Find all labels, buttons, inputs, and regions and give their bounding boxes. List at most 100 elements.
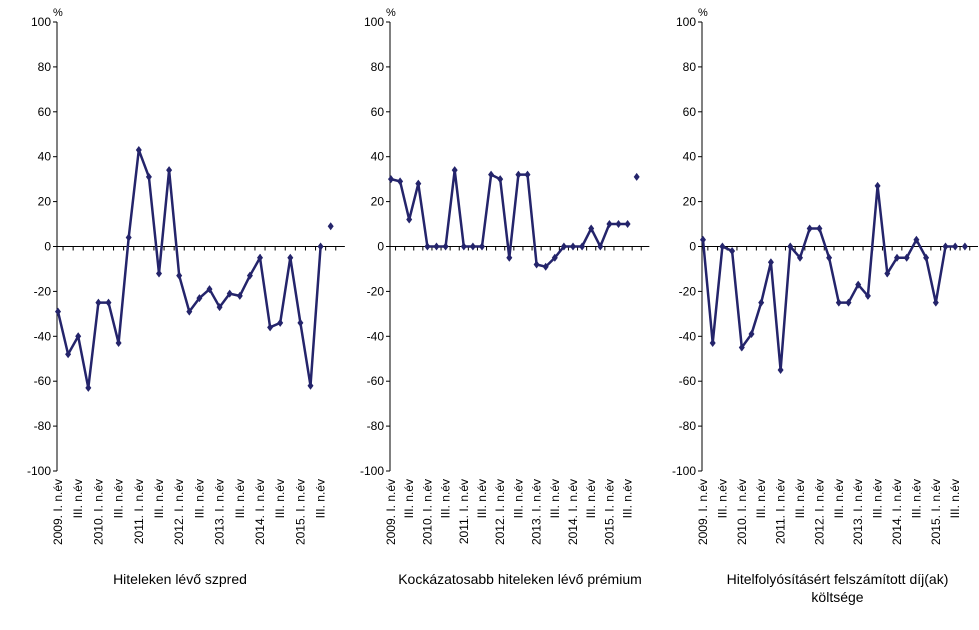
marker	[166, 166, 173, 175]
x-tick-label: 2010. I. n.év	[735, 479, 749, 545]
y-tick-label: 80	[683, 60, 697, 74]
marker	[105, 298, 112, 307]
x-tick-label: 2011. I. n.év	[774, 479, 788, 544]
marker	[176, 271, 183, 280]
x-tick-label: 2013. I. n.év	[851, 479, 865, 545]
marker	[826, 253, 833, 262]
x-tick-label: III. n.év	[112, 479, 126, 518]
marker	[246, 271, 253, 280]
y-tick-label: 0	[377, 240, 384, 254]
y-tick-label: 20	[38, 195, 52, 209]
y-axis-unit: %	[698, 7, 708, 19]
marker	[95, 298, 102, 307]
marker	[729, 246, 736, 255]
y-tick-label: 40	[371, 150, 385, 164]
y-tick-label: 40	[38, 150, 52, 164]
marker	[125, 233, 132, 242]
marker	[497, 175, 504, 184]
y-tick-label: -40	[34, 329, 52, 343]
y-tick-label: -100	[27, 464, 51, 478]
series-line	[701, 185, 956, 371]
y-tick-label: 100	[31, 15, 51, 29]
marker	[588, 224, 595, 233]
x-tick-label: III. n.év	[192, 479, 206, 518]
y-tick-label: 80	[371, 60, 385, 74]
marker	[579, 242, 586, 251]
marker	[451, 166, 458, 175]
marker	[75, 332, 82, 341]
marker	[479, 242, 485, 251]
x-tick-label: 2010. I. n.év	[91, 479, 105, 545]
x-tick-label: III. n.év	[832, 479, 846, 518]
y-axis-unit: %	[53, 7, 63, 19]
y-tick-label: -100	[672, 464, 696, 478]
marker	[952, 242, 959, 251]
marker	[267, 323, 274, 332]
y-tick-label: -60	[679, 374, 697, 388]
marker	[597, 242, 604, 251]
x-tick-label: 2014. I. n.év	[253, 479, 267, 545]
marker	[806, 224, 813, 233]
marker	[506, 253, 513, 262]
y-tick-label: 60	[683, 105, 697, 119]
marker	[327, 222, 334, 231]
x-tick-label: III. n.év	[948, 479, 962, 518]
x-tick-label: III. n.év	[793, 479, 807, 518]
x-tick-label: 2013. I. n.év	[213, 479, 227, 545]
marker	[923, 253, 930, 262]
x-tick-label: III. n.év	[754, 479, 768, 518]
y-tick-label: -60	[34, 374, 52, 388]
marker	[226, 289, 233, 298]
marker	[560, 242, 567, 251]
x-tick-label: III. n.év	[475, 479, 489, 518]
marker	[624, 220, 631, 229]
marker	[460, 242, 467, 251]
series-line	[56, 149, 322, 389]
x-tick-label: III. n.év	[511, 479, 525, 518]
marker	[942, 242, 949, 251]
marker	[257, 253, 263, 262]
x-tick-label: III. n.év	[871, 479, 885, 518]
x-tick-label: 2014. I. n.év	[566, 479, 580, 545]
marker	[615, 220, 622, 229]
marker	[738, 343, 745, 352]
x-tick-label: 2011. I. n.év	[132, 479, 146, 544]
marker	[55, 307, 61, 316]
marker	[874, 181, 881, 190]
marker	[797, 253, 803, 262]
y-tick-label: -80	[34, 419, 52, 433]
chart-title: Hitelfolyósításért felszámított díj(ak) …	[726, 571, 949, 605]
marker	[777, 365, 784, 374]
marker	[719, 242, 726, 251]
marker	[186, 307, 193, 316]
y-tick-label: -20	[367, 284, 385, 298]
marker	[542, 262, 549, 271]
marker	[397, 177, 404, 186]
x-tick-label: 2013. I. n.év	[530, 479, 544, 545]
y-tick-label: 0	[689, 240, 696, 254]
x-tick-label: 2012. I. n.év	[493, 479, 507, 545]
x-tick-label: III. n.év	[548, 479, 562, 518]
marker	[913, 235, 920, 244]
marker	[433, 242, 440, 251]
marker	[606, 220, 613, 229]
marker	[287, 253, 294, 262]
marker	[406, 215, 413, 224]
y-tick-label: -40	[679, 329, 697, 343]
y-tick-label: 0	[44, 240, 51, 254]
y-tick-label: -20	[34, 284, 52, 298]
marker	[145, 172, 152, 181]
x-tick-label: III. n.év	[715, 479, 729, 518]
marker	[816, 224, 823, 233]
x-tick-label: III. n.év	[152, 479, 166, 518]
marker	[533, 260, 540, 269]
x-tick-label: III. n.év	[402, 479, 416, 518]
marker	[424, 242, 431, 251]
x-tick-label: III. n.év	[621, 479, 635, 518]
y-tick-label: -80	[679, 419, 697, 433]
x-tick-label: III. n.év	[273, 479, 287, 518]
marker	[469, 242, 476, 251]
marker	[515, 170, 522, 179]
marker	[961, 242, 968, 251]
marker	[894, 253, 900, 262]
